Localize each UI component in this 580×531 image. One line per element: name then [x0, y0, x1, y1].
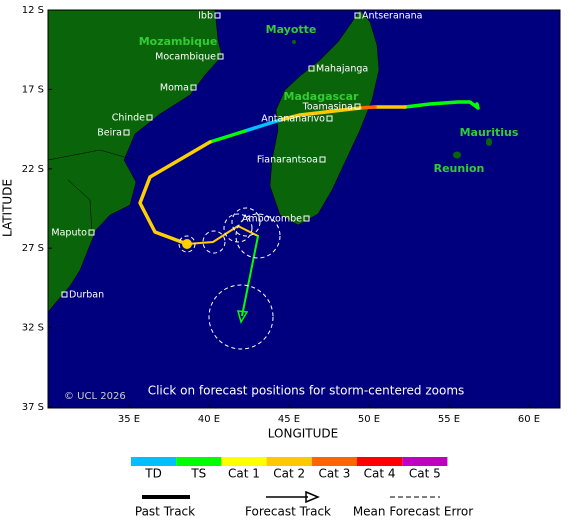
legend: Past Track Forecast Track Mean Forecast …	[131, 457, 473, 519]
city-label: Maputo	[51, 228, 87, 239]
error-circle[interactable]	[178, 235, 196, 253]
reunion-island	[453, 151, 461, 159]
category-label: TS	[190, 467, 206, 481]
category-swatch	[176, 457, 222, 466]
city-label: Beira	[97, 128, 122, 139]
error-circle[interactable]	[235, 213, 281, 259]
x-tick-label: 60 E	[518, 414, 540, 425]
track-cat1-2	[138, 140, 212, 246]
forecast-arrow-symbol	[305, 490, 320, 504]
y-axis-label: LATITUDE	[1, 179, 15, 237]
category-swatch	[221, 457, 267, 466]
category-label: Cat 4	[364, 467, 396, 481]
track-cat1	[278, 106, 362, 122]
category-label: TD	[144, 467, 162, 481]
city-label: Toamasina	[302, 102, 353, 113]
city-markers	[61, 12, 361, 298]
category-swatch	[402, 457, 448, 466]
map-frame	[47, 9, 561, 409]
city-label: Ambovombe	[242, 214, 302, 225]
category-swatch	[311, 457, 357, 466]
city-label: Moma	[160, 83, 189, 94]
region-label: Reunion	[434, 162, 485, 175]
x-tick-label: 50 E	[358, 414, 380, 425]
y-tick-label: 17 S	[22, 84, 44, 95]
forecast-track	[241, 235, 259, 317]
region-label: Madagascar	[284, 90, 359, 103]
error-circle[interactable]	[208, 284, 274, 350]
current-position[interactable]	[182, 239, 192, 249]
legend-forecast-track: Forecast Track	[245, 505, 331, 519]
track-ts	[403, 100, 480, 110]
track-cat3	[358, 105, 377, 110]
axis-ticks: 35 E 40 E 45 E 50 E 55 E 60 E 12 S 17 S 22 S 27 S…	[22, 5, 540, 425]
y-tick-label: 12 S	[22, 5, 44, 16]
city-label: Durban	[69, 290, 104, 301]
region-label: Mayotte	[266, 23, 317, 36]
category-label: Cat 1	[228, 467, 260, 481]
legend-past-track: Past Track	[135, 505, 195, 519]
category-label: Cat 2	[273, 467, 305, 481]
y-tick-label: 22 S	[22, 164, 44, 175]
error-circle[interactable]	[202, 230, 226, 254]
y-tick-label: 32 S	[22, 323, 44, 334]
error-circle[interactable]	[231, 207, 261, 237]
city-label: Antananarivo	[261, 114, 325, 125]
map[interactable]: Ibb Antseranana Mocambique Moma Chinde B…	[47, 9, 560, 408]
x-tick-label: 55 E	[438, 414, 460, 425]
error-circles	[178, 207, 281, 350]
track-td	[243, 118, 282, 133]
y-tick-label: 37 S	[22, 402, 44, 413]
category-swatch	[357, 457, 403, 466]
category-label: Cat 5	[409, 467, 441, 481]
city-labels: Ibb Antseranana Mocambique Moma Chinde B…	[51, 11, 422, 301]
category-label: Cat 3	[318, 467, 350, 481]
forecast-arrow	[236, 310, 249, 324]
track-ts2	[208, 129, 247, 144]
africa	[47, 9, 223, 313]
border	[67, 179, 93, 233]
city-label: Mocambique	[155, 52, 216, 63]
copyright: © UCL 2026	[64, 391, 126, 402]
instruction: Click on forecast positions for storm-ce…	[148, 384, 465, 398]
legend-error: Mean Forecast Error	[353, 505, 473, 519]
region-labels: Mozambique Mayotte Madagascar Mauritius …	[139, 23, 519, 175]
x-tick-label: 40 E	[198, 414, 220, 425]
error-circle[interactable]	[223, 213, 253, 243]
mayotte-island	[292, 40, 296, 44]
y-tick-label: 27 S	[22, 243, 44, 254]
city-label: Chinde	[112, 113, 145, 124]
mauritius-island	[486, 138, 492, 146]
madagascar	[269, 9, 380, 226]
city-label: Fianarantsoa	[257, 155, 318, 166]
x-axis-label: LONGITUDE	[268, 427, 338, 441]
category-swatch	[131, 457, 177, 466]
city-label: Mahajanga	[316, 64, 368, 75]
border	[47, 149, 136, 161]
category-swatch	[266, 457, 312, 466]
x-tick-label: 35 E	[118, 414, 140, 425]
x-tick-label: 45 E	[278, 414, 300, 425]
city-label: Ibb	[198, 11, 213, 22]
city-label: Antseranana	[362, 11, 422, 22]
region-label: Mozambique	[139, 35, 218, 48]
region-label: Mauritius	[460, 126, 519, 139]
